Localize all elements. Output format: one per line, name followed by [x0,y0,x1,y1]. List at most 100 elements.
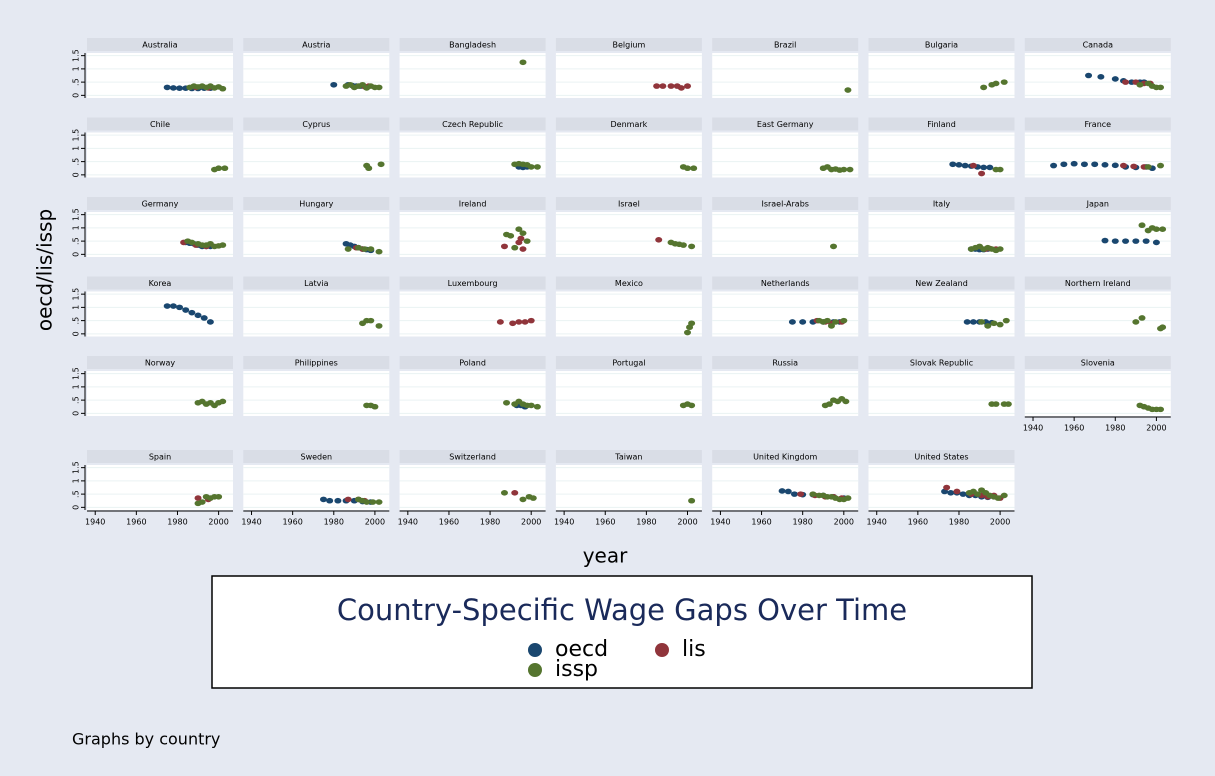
panel-title: Finland [927,120,956,129]
point [953,488,961,495]
point [198,499,206,505]
point [955,161,963,168]
plot-area [399,371,546,416]
point [1101,237,1109,244]
point [206,319,214,325]
y-tick-label: 0 [72,331,81,336]
point [961,162,969,169]
point [1138,222,1146,229]
point [219,398,227,405]
x-tick-label: 1940 [1023,424,1043,433]
point [215,165,223,172]
plot-area [555,53,702,98]
y-tick-label: .5 [72,490,81,498]
point [1142,238,1150,244]
x-tick-label: 2000 [208,518,228,527]
x-tick-label: 2000 [990,518,1010,527]
panel-strip [1024,38,1171,51]
x-tick-label: 1980 [792,518,812,527]
point [830,243,838,250]
point [980,84,988,91]
panel-title: Luxembourg [448,279,498,288]
panel-strip [399,450,546,463]
point [215,493,223,500]
plot-area [555,132,702,178]
note: Graphs by country [72,730,220,749]
legend-marker [655,643,669,657]
point [527,402,535,409]
point [1157,84,1165,91]
legend-box [211,575,1033,689]
point [188,239,196,246]
point [1120,162,1128,169]
panel-strip [87,38,233,51]
y-tick-label: .5 [72,237,81,245]
point [194,312,202,319]
plot-area [868,53,1015,98]
point [690,165,698,172]
panel-strip [243,450,390,463]
point [978,170,986,177]
point [188,309,196,316]
plot-area [712,53,859,98]
panel-title: Chile [150,120,170,129]
point [1132,238,1140,244]
panel-strip [87,356,233,369]
panel-title: Australia [142,41,177,50]
point [994,495,1002,501]
point [371,403,379,410]
panel-strip [1024,276,1171,290]
y-tick-label: 0 [72,411,81,416]
point [200,315,208,321]
panel-strip [243,38,390,51]
point [655,236,663,243]
panel-strip [399,276,546,290]
y-tick-label: 0 [72,93,81,98]
panel-title: Slovak Republic [910,359,973,368]
point [361,246,369,252]
panel-strip [555,276,702,290]
panel-strip [243,276,390,290]
point [667,83,675,89]
legend-label: issp [555,657,598,682]
panel-title: Slovenia [1081,359,1115,368]
plot-area [1024,132,1171,178]
point [943,484,951,491]
point [176,304,184,311]
plot-area [87,291,233,337]
point [823,317,831,324]
panel-strip [555,197,702,210]
x-tick-label: 1940 [867,518,887,527]
point [992,401,1000,407]
panel-title: Spain [149,453,171,462]
point [1130,163,1138,170]
point [996,246,1004,252]
point [949,161,957,168]
point [533,403,541,410]
point [788,319,796,325]
panel-strip [555,450,702,463]
point [330,81,338,88]
point [959,491,967,497]
point [1101,161,1109,168]
point [809,491,817,497]
panel-strip [243,197,390,210]
point [844,87,852,93]
point [688,320,696,327]
point [182,307,190,313]
x-tick-label: 2000 [677,518,697,527]
point [684,165,692,172]
point [500,489,508,496]
x-tick-label: 1960 [751,518,771,527]
point [496,319,504,325]
plot-area [1024,53,1171,98]
y-tick-label: 0 [72,252,81,257]
panel-title: Latvia [304,279,328,288]
point [784,488,792,495]
point [677,85,685,91]
plot-area [243,53,390,98]
point [367,246,375,252]
legend-marker [528,643,542,657]
panel-title: Denmark [611,120,648,129]
